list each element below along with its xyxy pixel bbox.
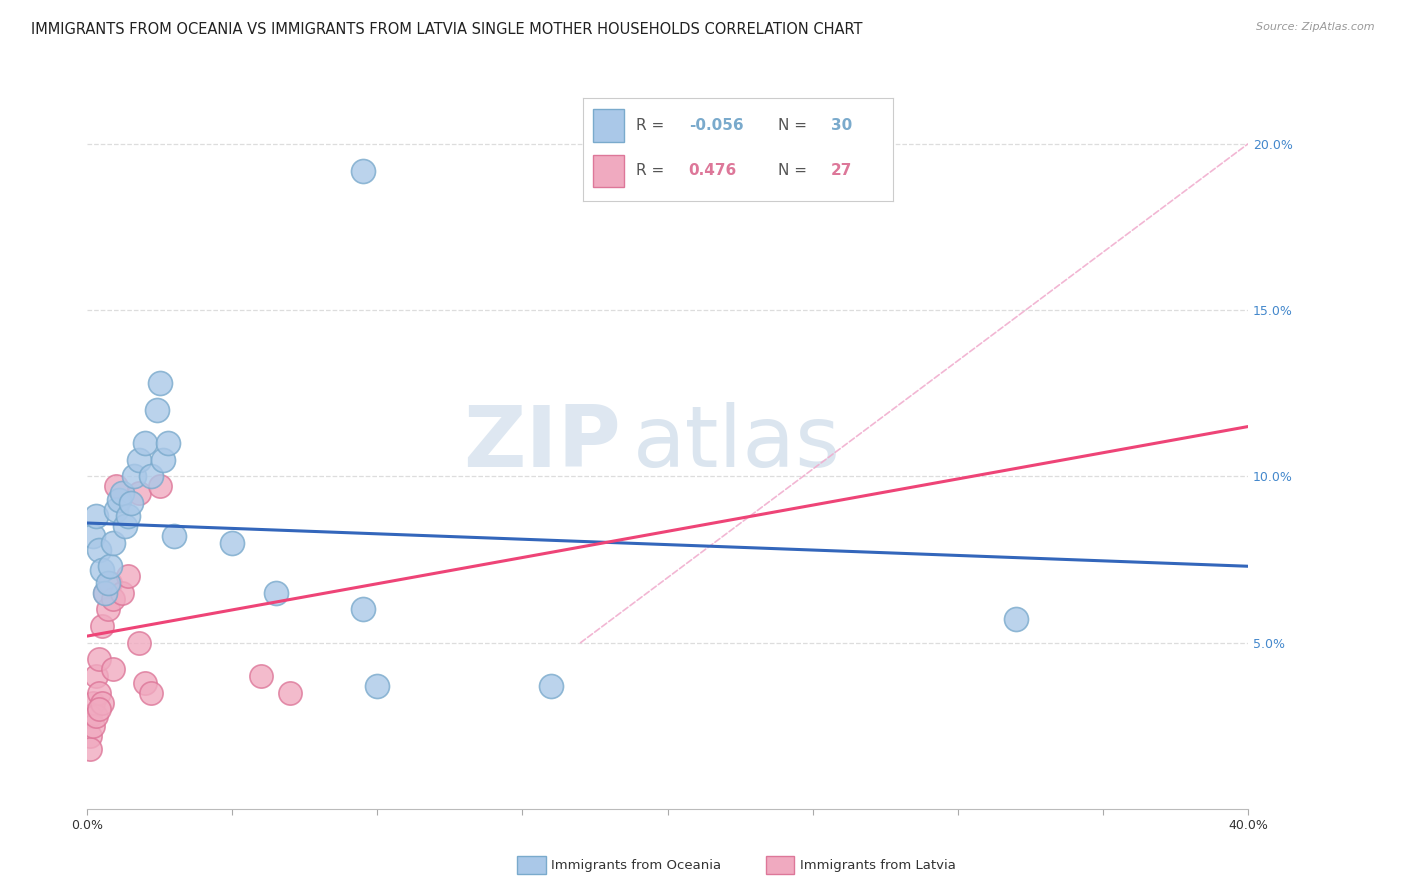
Point [117,569,139,583]
Point [250,669,273,683]
Point [134,436,156,450]
Point [146,403,169,417]
Text: Immigrants from Oceania: Immigrants from Oceania [551,859,721,871]
Point [96,575,118,590]
Text: R =: R = [636,163,673,178]
Point [366,679,388,693]
Point [82,719,104,733]
Text: 30: 30 [831,118,852,133]
Point [128,486,150,500]
Point [105,502,128,516]
Point [103,592,125,607]
Point [87,702,110,716]
Point [111,586,134,600]
Point [134,675,156,690]
Point [117,509,139,524]
Point [139,685,162,699]
Point [221,536,243,550]
Point [149,376,172,391]
Point [93,586,115,600]
Point [108,492,131,507]
Text: 27: 27 [831,163,852,178]
Point [352,602,374,616]
Point [264,586,287,600]
Point [84,509,107,524]
Point [149,479,172,493]
Point [87,652,110,666]
Point [352,163,374,178]
Point [93,586,115,600]
Text: atlas: atlas [633,401,841,484]
Point [87,542,110,557]
Point [84,709,107,723]
Point [105,479,128,493]
Point [128,636,150,650]
Point [79,742,101,756]
Point [96,602,118,616]
FancyBboxPatch shape [593,154,624,187]
Point [114,519,136,533]
Text: Immigrants from Latvia: Immigrants from Latvia [800,859,956,871]
Point [128,453,150,467]
Text: 0.476: 0.476 [689,163,737,178]
Point [120,496,142,510]
FancyBboxPatch shape [593,110,624,142]
Point [79,729,101,743]
Point [90,619,112,633]
Point [90,696,112,710]
Point [103,662,125,676]
Point [280,685,302,699]
Text: R =: R = [636,118,669,133]
Point [111,486,134,500]
Point [152,453,174,467]
Text: -0.056: -0.056 [689,118,744,133]
Point [540,679,562,693]
Point [87,685,110,699]
Point [82,529,104,543]
Point [139,469,162,483]
Point [157,436,180,450]
Point [82,696,104,710]
Point [90,563,112,577]
Text: ZIP: ZIP [464,401,621,484]
Point [1004,612,1026,626]
Text: N =: N = [779,163,813,178]
Point [100,575,122,590]
Point [84,669,107,683]
Text: N =: N = [779,118,813,133]
Point [100,559,122,574]
Point [122,469,145,483]
Text: IMMIGRANTS FROM OCEANIA VS IMMIGRANTS FROM LATVIA SINGLE MOTHER HOUSEHOLDS CORRE: IMMIGRANTS FROM OCEANIA VS IMMIGRANTS FR… [31,22,862,37]
Point [103,536,125,550]
Point [79,709,101,723]
Point [163,529,186,543]
Text: Source: ZipAtlas.com: Source: ZipAtlas.com [1257,22,1375,32]
